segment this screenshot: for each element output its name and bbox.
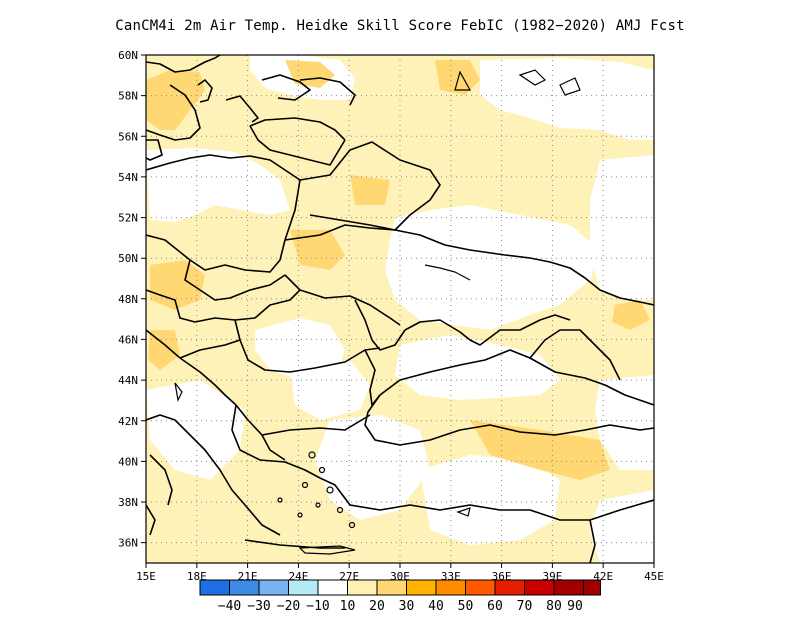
colorbar-label: −40 [218, 599, 241, 614]
colorbar-label: 80 [546, 599, 562, 614]
colorbar-swatch [583, 579, 601, 596]
lat-tick-label: 44N [118, 374, 138, 387]
no-skill-area-russia-east [590, 155, 654, 300]
colorbar-label: −30 [247, 599, 270, 614]
no-skill-area-black-sea [395, 335, 560, 400]
no-skill-area-south [590, 490, 654, 563]
lat-tick-label: 58N [118, 90, 138, 103]
lat-tick-label: 36N [118, 537, 138, 550]
skill-patch-adriatic [148, 330, 180, 370]
no-skill-area-aegean [315, 415, 430, 520]
lon-tick-label: 45E [644, 570, 664, 583]
lon-tick-label: 15E [136, 570, 156, 583]
colorbar [199, 579, 601, 596]
colorbar-swatch [494, 579, 525, 596]
colorbar-swatch [347, 579, 378, 596]
no-skill-area-hungary [255, 318, 345, 380]
skill-patch-sweden [146, 70, 205, 130]
colorbar-swatch [229, 579, 260, 596]
lat-tick-label: 46N [118, 333, 138, 346]
colorbar-swatch [317, 579, 348, 596]
skill-patch-west-russia [435, 60, 480, 95]
colorbar-label: 10 [340, 599, 356, 614]
colorbar-label: 90 [567, 599, 583, 614]
colorbar-swatch [465, 579, 496, 596]
lat-tick-label: 48N [118, 293, 138, 306]
no-skill-area-balkans [146, 380, 245, 480]
lat-tick-label: 60N [118, 49, 138, 62]
lat-tick-label: 56N [118, 130, 138, 143]
skill-patch-czechia [150, 260, 205, 310]
skill-patch-turkey-east [470, 420, 610, 480]
colorbar-swatch [288, 579, 319, 596]
colorbar-label: 20 [369, 599, 385, 614]
skill-patch-carpathian [290, 230, 345, 270]
colorbar-swatch [524, 579, 555, 596]
lat-tick-label: 52N [118, 212, 138, 225]
lat-tick-label: 50N [118, 252, 138, 265]
lat-tick-label: 42N [118, 415, 138, 428]
no-skill-area-baltic [146, 148, 290, 222]
no-skill-area-russia-north [480, 58, 654, 140]
latitude-axis: 60N 58N 56N 54N 52N 50N 48N 46N 44N 42N … [118, 49, 146, 550]
colorbar-swatch [376, 579, 407, 596]
colorbar-swatch [258, 579, 289, 596]
figure-title: CanCM4i 2m Air Temp. Heidke Skill Score … [115, 18, 685, 34]
colorbar-swatch [199, 579, 230, 596]
islands-and-lakes [174, 69, 581, 555]
skill-patch-belarus [350, 175, 390, 205]
no-skill-area-romania [290, 360, 370, 420]
lat-tick-label: 40N [118, 455, 138, 468]
colorbar-label: 60 [487, 599, 503, 614]
skill-score-field [146, 55, 654, 563]
colorbar-swatch [553, 579, 584, 596]
colorbar-label: 40 [428, 599, 444, 614]
colorbar-labels: −40 −30 −20 −10 10 20 30 40 50 60 70 80 … [218, 599, 583, 614]
colorbar-label: −20 [277, 599, 300, 614]
colorbar-swatch [435, 579, 466, 596]
lat-tick-label: 38N [118, 496, 138, 509]
lat-tick-label: 54N [118, 171, 138, 184]
no-skill-area-caucasus [595, 375, 654, 470]
colorbar-label: 30 [399, 599, 415, 614]
colorbar-label: 50 [458, 599, 474, 614]
colorbar-swatch [406, 579, 437, 596]
no-skill-area-anatolia [420, 455, 560, 545]
colorbar-label: 70 [517, 599, 533, 614]
colorbar-label: −10 [306, 599, 329, 614]
skill-patch-gulf [612, 300, 650, 330]
coastlines-and-borders [146, 55, 654, 563]
